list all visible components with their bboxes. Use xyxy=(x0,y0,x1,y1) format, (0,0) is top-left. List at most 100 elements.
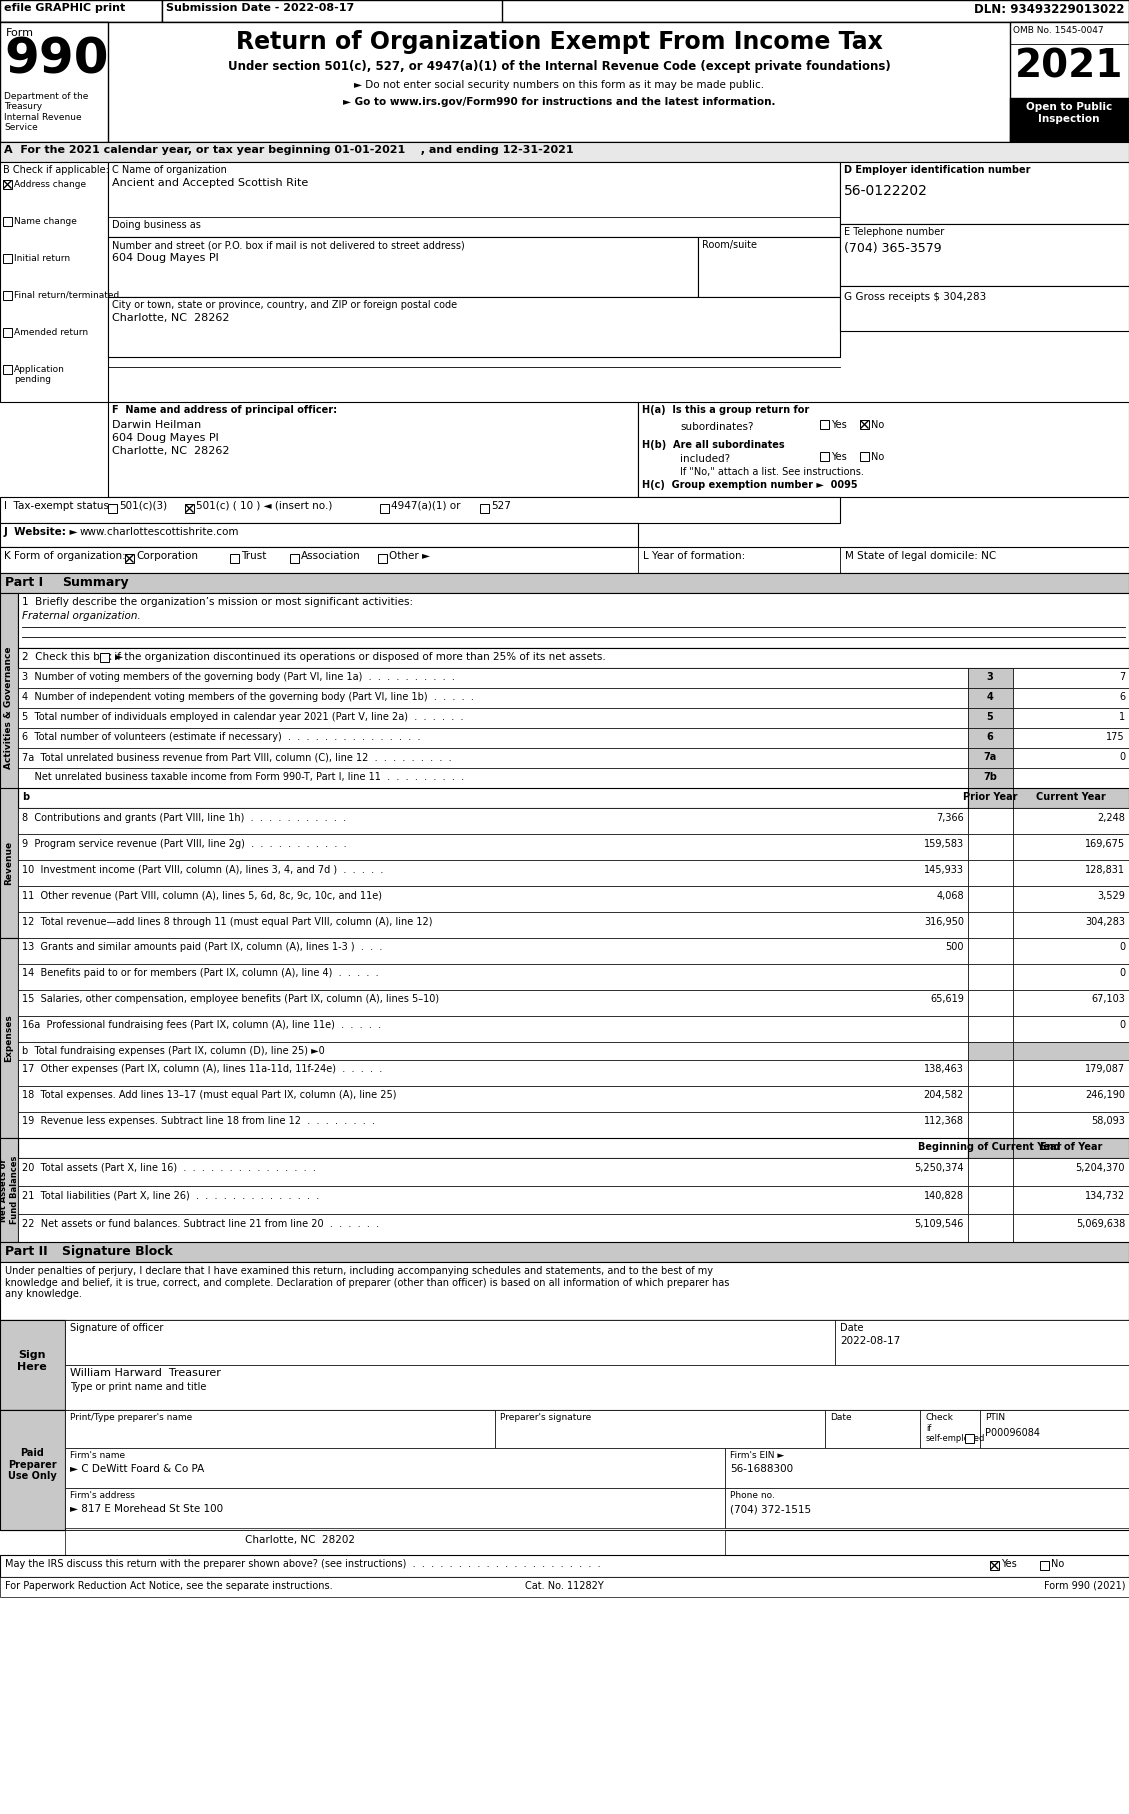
Text: Summary: Summary xyxy=(62,577,129,590)
Bar xyxy=(1013,963,1129,990)
Text: 316,950: 316,950 xyxy=(924,918,964,927)
Bar xyxy=(65,1364,1129,1409)
Bar xyxy=(161,0,502,22)
Text: Date: Date xyxy=(830,1413,851,1422)
Bar xyxy=(125,553,134,562)
Bar xyxy=(18,707,968,727)
Text: H(a)  Is this a group return for: H(a) Is this a group return for xyxy=(642,405,809,415)
Bar xyxy=(968,1112,1013,1137)
Bar xyxy=(18,1016,968,1041)
Text: 3  Number of voting members of the governing body (Part VI, line 1a)  .  .  .  .: 3 Number of voting members of the govern… xyxy=(21,671,455,682)
Text: If "No," attach a list. See instructions.: If "No," attach a list. See instructions… xyxy=(680,466,864,477)
Text: 2021: 2021 xyxy=(1015,47,1123,85)
Bar xyxy=(3,290,12,299)
Text: K Form of organization:: K Form of organization: xyxy=(5,551,125,561)
Text: 5,069,638: 5,069,638 xyxy=(1076,1219,1124,1230)
Bar xyxy=(65,1487,725,1527)
Bar xyxy=(0,1576,1129,1596)
Bar xyxy=(1013,1157,1129,1186)
Bar xyxy=(820,421,829,428)
Text: 140,828: 140,828 xyxy=(924,1192,964,1201)
Text: Preparer's signature: Preparer's signature xyxy=(500,1413,592,1422)
Text: Yes: Yes xyxy=(831,421,847,430)
Text: Open to Public
Inspection: Open to Public Inspection xyxy=(1026,102,1112,123)
Text: 304,283: 304,283 xyxy=(1085,918,1124,927)
Text: 4,068: 4,068 xyxy=(936,891,964,902)
Text: 15  Salaries, other compensation, employee benefits (Part IX, column (A), lines : 15 Salaries, other compensation, employe… xyxy=(21,994,439,1003)
Text: 4  Number of independent voting members of the governing body (Part VI, line 1b): 4 Number of independent voting members o… xyxy=(21,691,474,702)
Bar xyxy=(968,1016,1013,1041)
Bar xyxy=(108,403,638,497)
Bar xyxy=(1013,1087,1129,1112)
Bar xyxy=(968,807,1013,834)
Text: Sign
Here: Sign Here xyxy=(17,1350,47,1371)
Text: b  Total fundraising expenses (Part IX, column (D), line 25) ►0: b Total fundraising expenses (Part IX, c… xyxy=(21,1047,325,1056)
Text: 5  Total number of individuals employed in calendar year 2021 (Part V, line 2a) : 5 Total number of individuals employed i… xyxy=(21,713,464,722)
Text: Phone no.: Phone no. xyxy=(730,1491,774,1500)
Bar xyxy=(968,834,1013,860)
Bar xyxy=(0,1263,1129,1321)
Text: Final return/terminated: Final return/terminated xyxy=(14,290,120,299)
Text: 4: 4 xyxy=(987,691,994,702)
Text: Ancient and Accepted Scottish Rite: Ancient and Accepted Scottish Rite xyxy=(112,178,308,189)
Bar xyxy=(1013,1112,1129,1137)
Text: 17  Other expenses (Part IX, column (A), lines 11a-11d, 11f-24e)  .  .  .  .  .: 17 Other expenses (Part IX, column (A), … xyxy=(21,1065,383,1074)
Bar xyxy=(968,1186,1013,1214)
Text: Room/suite: Room/suite xyxy=(702,239,758,250)
Text: 3,529: 3,529 xyxy=(1097,891,1124,902)
Text: G Gross receipts $ 304,283: G Gross receipts $ 304,283 xyxy=(844,292,987,301)
Bar xyxy=(18,1214,968,1243)
Bar xyxy=(825,1409,920,1448)
Bar xyxy=(1013,727,1129,747)
Bar xyxy=(65,1409,495,1448)
Text: ► Do not enter social security numbers on this form as it may be made public.: ► Do not enter social security numbers o… xyxy=(353,80,764,91)
Text: Charlotte, NC  28202: Charlotte, NC 28202 xyxy=(245,1535,355,1546)
Bar xyxy=(108,504,117,513)
Bar xyxy=(1013,1186,1129,1214)
Bar xyxy=(3,180,12,189)
Text: Activities & Governance: Activities & Governance xyxy=(5,648,14,769)
Text: Prior Year: Prior Year xyxy=(963,793,1017,802)
Text: 1: 1 xyxy=(1119,713,1124,722)
Bar xyxy=(0,1243,1129,1263)
Text: 112,368: 112,368 xyxy=(924,1116,964,1126)
Text: 1  Briefly describe the organization’s mission or most significant activities:: 1 Briefly describe the organization’s mi… xyxy=(21,597,413,608)
Bar xyxy=(698,238,840,297)
Text: Return of Organization Exempt From Income Tax: Return of Organization Exempt From Incom… xyxy=(236,31,883,54)
Text: Yes: Yes xyxy=(831,452,847,463)
Bar xyxy=(965,1435,974,1442)
Bar xyxy=(968,963,1013,990)
Text: 3: 3 xyxy=(987,671,994,682)
Bar xyxy=(0,548,1129,573)
Text: No: No xyxy=(1051,1558,1065,1569)
Bar xyxy=(1013,1059,1129,1087)
Bar xyxy=(380,504,390,513)
Text: 19  Revenue less expenses. Subtract line 18 from line 12  .  .  .  .  .  .  .  .: 19 Revenue less expenses. Subtract line … xyxy=(21,1116,375,1126)
Bar xyxy=(1040,1562,1049,1569)
Text: C Name of organization: C Name of organization xyxy=(112,165,227,174)
Text: 18  Total expenses. Add lines 13–17 (must equal Part IX, column (A), line 25): 18 Total expenses. Add lines 13–17 (must… xyxy=(21,1090,396,1099)
Text: 6: 6 xyxy=(987,733,994,742)
Bar xyxy=(18,648,1129,668)
Text: 175: 175 xyxy=(1106,733,1124,742)
Text: 138,463: 138,463 xyxy=(925,1065,964,1074)
Text: 500: 500 xyxy=(945,941,964,952)
Bar xyxy=(18,593,1129,648)
Bar xyxy=(1010,22,1129,141)
Text: 501(c)(3): 501(c)(3) xyxy=(119,501,167,512)
Text: Net Assets or
Fund Balances: Net Assets or Fund Balances xyxy=(0,1156,19,1224)
Bar xyxy=(840,223,1129,287)
Text: Corporation: Corporation xyxy=(135,551,198,561)
Text: Fraternal organization.: Fraternal organization. xyxy=(21,611,141,620)
Text: F  Name and address of principal officer:: F Name and address of principal officer: xyxy=(112,405,338,415)
Text: L Year of formation:: L Year of formation: xyxy=(644,551,745,561)
Text: Cat. No. 11282Y: Cat. No. 11282Y xyxy=(525,1582,603,1591)
Text: 145,933: 145,933 xyxy=(924,865,964,874)
Bar xyxy=(980,1409,1129,1448)
Text: OMB No. 1545-0047: OMB No. 1545-0047 xyxy=(1013,25,1104,34)
Text: ► Go to www.irs.gov/Form990 for instructions and the latest information.: ► Go to www.irs.gov/Form990 for instruct… xyxy=(343,96,776,107)
Bar xyxy=(495,1409,825,1448)
Text: ► 817 E Morehead St Ste 100: ► 817 E Morehead St Ste 100 xyxy=(70,1504,224,1515)
Text: E Telephone number: E Telephone number xyxy=(844,227,944,238)
Text: Form 990 (2021): Form 990 (2021) xyxy=(1043,1582,1124,1591)
